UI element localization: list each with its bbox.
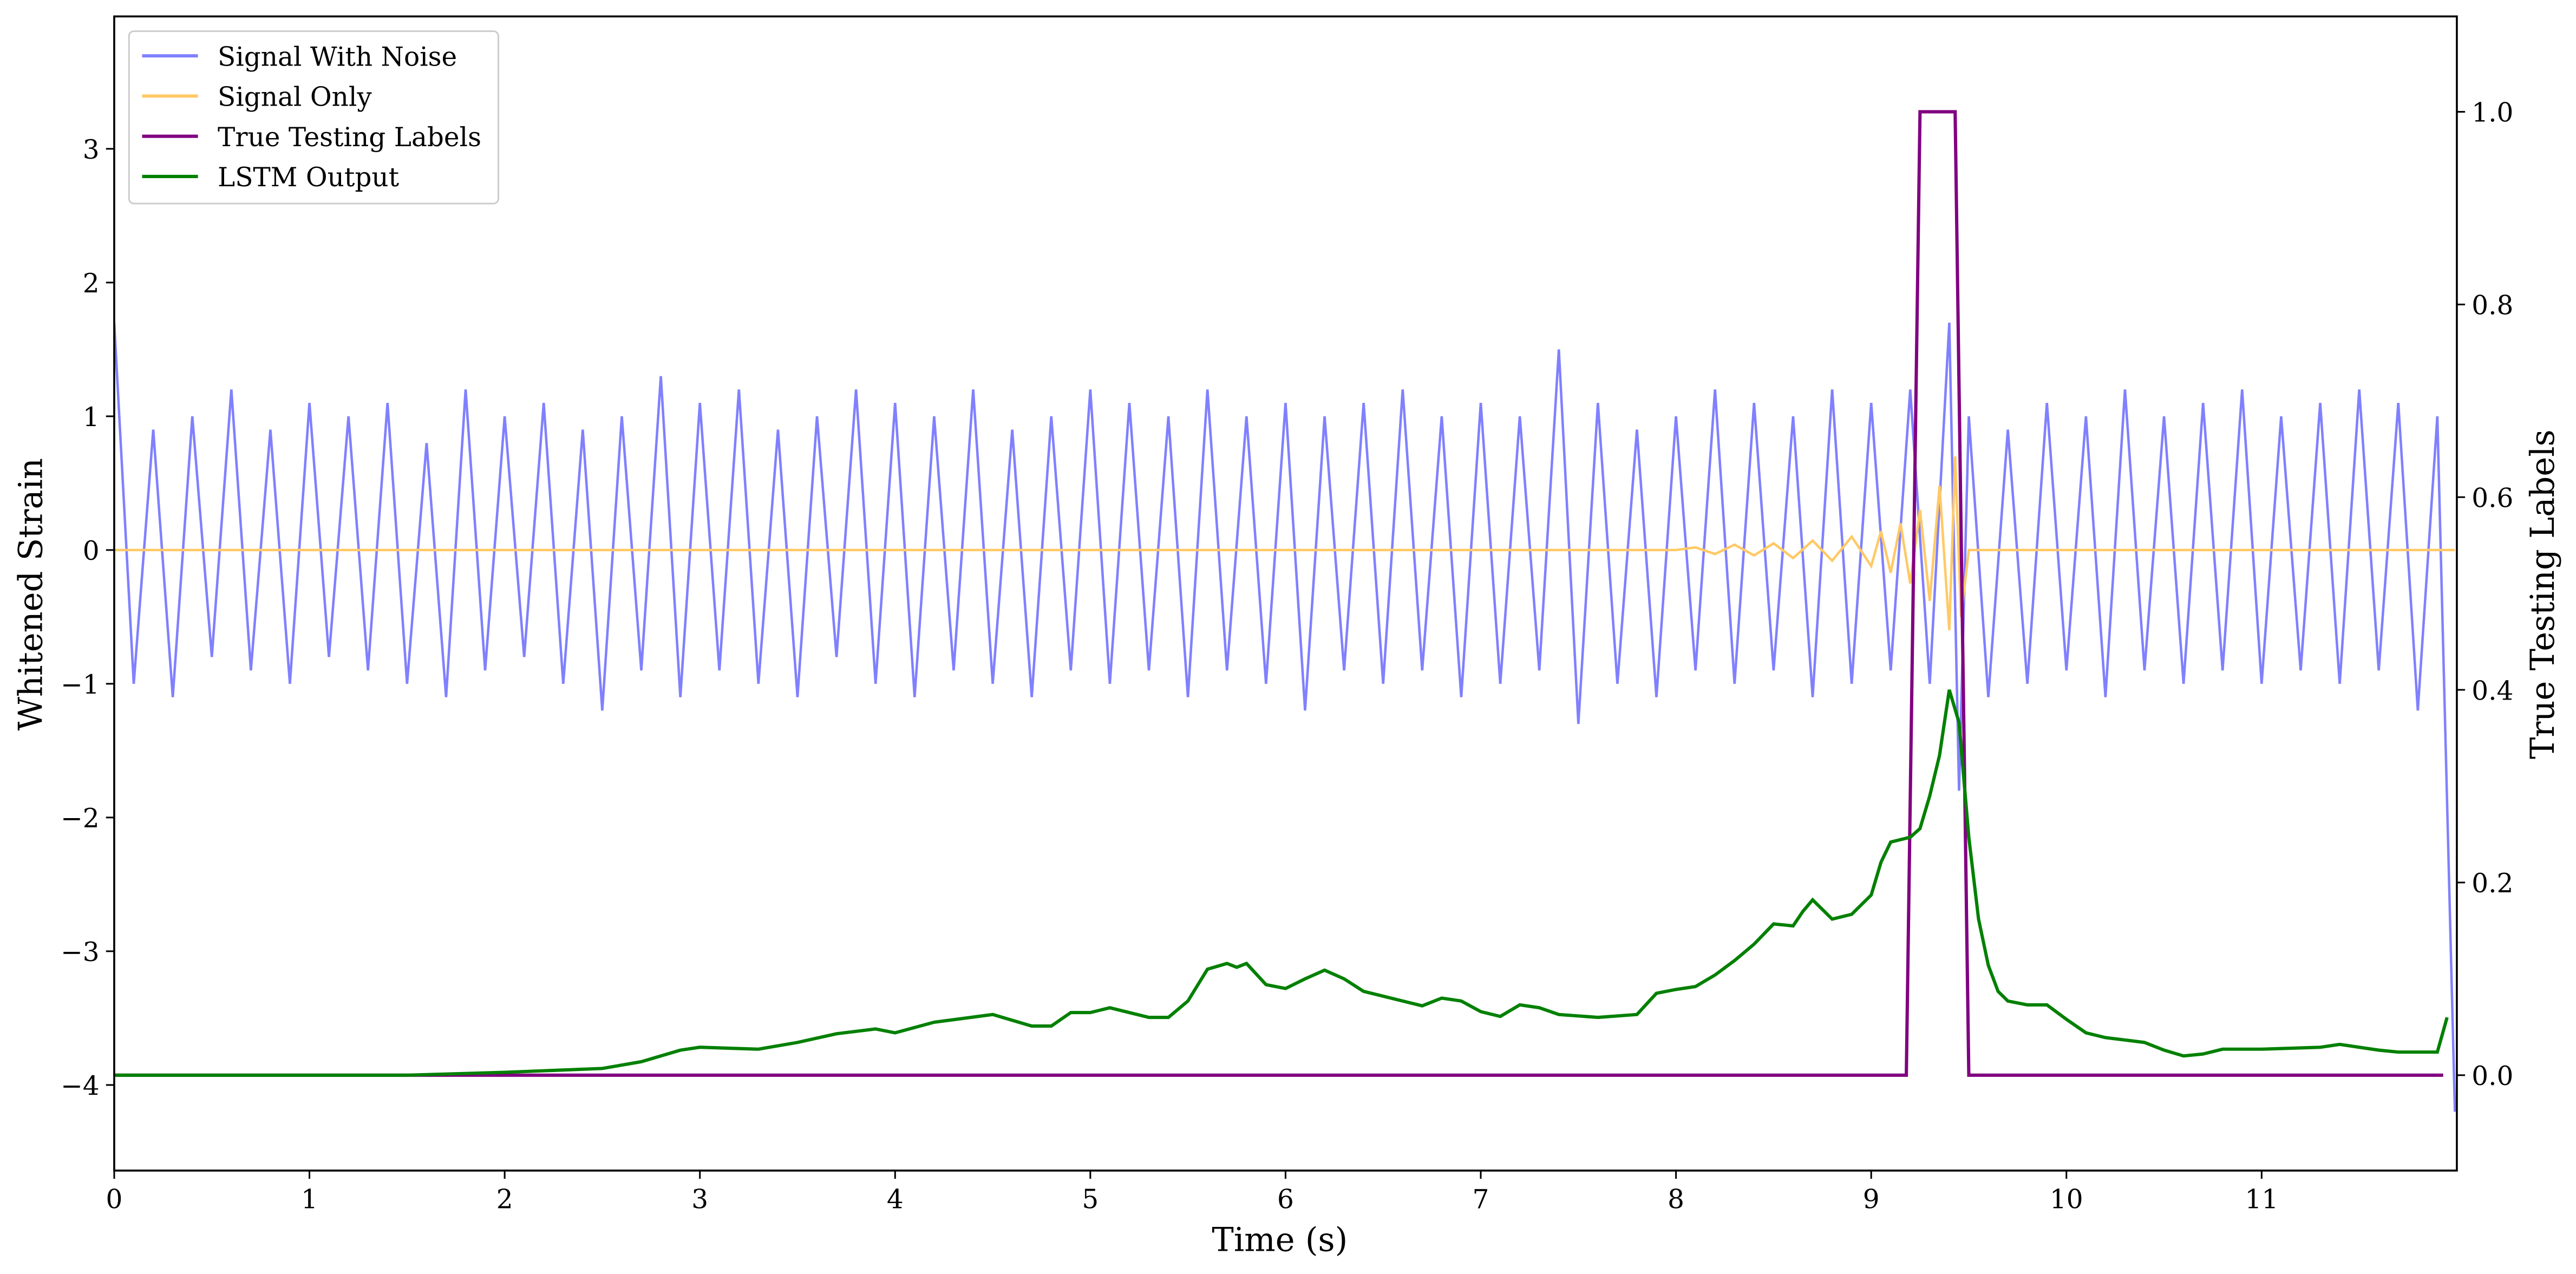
y2-tick-label: 0.6 <box>2472 483 2513 513</box>
x-tick-label: 6 <box>1277 1185 1294 1215</box>
y-tick-label: 0 <box>83 536 100 566</box>
legend-label: Signal Only <box>218 82 372 113</box>
series-line <box>114 456 2455 631</box>
x-tick-label: 9 <box>1863 1185 1880 1215</box>
y-tick-label: −1 <box>61 670 100 700</box>
y-tick-label: 1 <box>83 402 100 433</box>
plot-frame <box>113 15 2458 1172</box>
legend-box <box>128 30 500 205</box>
y-tick-label: −3 <box>61 937 100 968</box>
legend-label: LSTM Output <box>218 162 400 193</box>
series-line <box>114 322 2456 1112</box>
y2-tick-label: 0.0 <box>2472 1061 2513 1092</box>
y-axis-label: Whitened Strain <box>12 458 50 730</box>
x-tick-label: 5 <box>1082 1185 1099 1215</box>
y2-tick-label: 0.2 <box>2472 868 2513 899</box>
y2-tick-label: 0.4 <box>2472 676 2513 706</box>
y-tick-label: 2 <box>83 269 100 299</box>
x-tick-label: 4 <box>887 1185 904 1215</box>
x-axis-label: Time (s) <box>1212 1221 1348 1259</box>
y-tick-label: −4 <box>61 1071 100 1101</box>
series-line <box>114 110 2443 1077</box>
x-tick-label: 3 <box>691 1185 708 1215</box>
legend-label: Signal With Noise <box>218 42 457 72</box>
y2-tick-label: 0.8 <box>2472 291 2513 321</box>
y-tick-label: 3 <box>83 135 100 165</box>
x-tick-label: 0 <box>106 1185 123 1215</box>
x-tick-label: 8 <box>1668 1185 1684 1215</box>
legend-label: True Testing Labels <box>218 122 481 153</box>
x-tick-label: 2 <box>496 1185 513 1215</box>
x-tick-label: 1 <box>301 1185 318 1215</box>
y2-tick-label: 1.0 <box>2472 98 2513 128</box>
series-line <box>114 689 2449 1077</box>
x-tick-label: 10 <box>2050 1185 2083 1215</box>
y-tick-label: −2 <box>61 803 100 834</box>
x-tick-label: 7 <box>1473 1185 1489 1215</box>
x-tick-label: 11 <box>2245 1185 2278 1215</box>
y2-axis-label: True Testing Labels <box>2524 429 2562 759</box>
